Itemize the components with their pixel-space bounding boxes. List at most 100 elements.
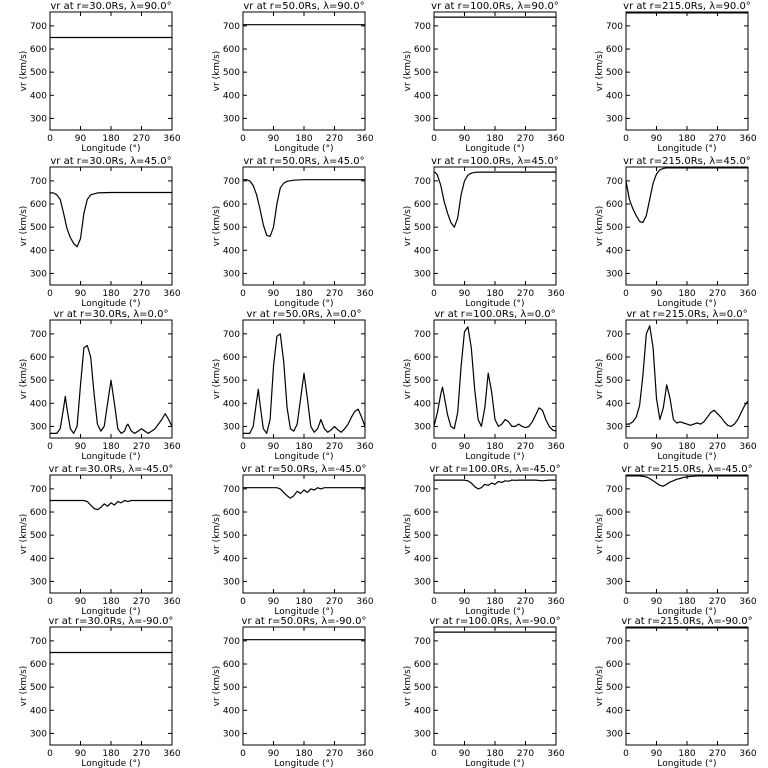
y-axis-label: vr (km/s)	[595, 359, 605, 400]
x-tick-label: 360	[356, 134, 373, 144]
y-tick-label: 500	[414, 531, 431, 541]
x-tick-label: 180	[678, 749, 695, 759]
y-tick-label: 700	[223, 330, 240, 340]
plot-frame	[625, 319, 749, 439]
y-tick-label: 300	[223, 114, 240, 124]
x-tick-label: 360	[739, 134, 756, 144]
x-tick-label: 90	[459, 442, 471, 452]
x-axis-label: Longitude (°)	[81, 299, 140, 309]
y-tick-label: 400	[223, 706, 240, 716]
y-axis-label: vr (km/s)	[19, 51, 29, 92]
y-tick-label: 300	[414, 422, 431, 432]
chart-title: vr at r=30.0Rs, λ=-45.0°	[49, 464, 174, 475]
x-tick-label: 180	[486, 749, 503, 759]
x-tick-label: 270	[326, 442, 343, 452]
x-axis-label: Longitude (°)	[81, 452, 140, 462]
x-tick-label: 180	[295, 134, 312, 144]
y-tick-label: 700	[30, 330, 47, 340]
y-tick-label: 400	[30, 399, 47, 409]
x-axis-label: Longitude (°)	[465, 759, 524, 768]
y-tick-label: 700	[30, 485, 47, 495]
series-line	[50, 499, 172, 511]
chart-panel: vr at r=50.0Rs, λ=0.0° 0 90 180 270 360 300 400…	[212, 309, 374, 462]
x-tick-label: 180	[486, 134, 503, 144]
plot-frame	[49, 626, 173, 746]
x-tick-label: 360	[163, 289, 180, 299]
x-tick-label: 0	[240, 597, 246, 607]
y-tick-label: 500	[30, 68, 47, 78]
y-tick-label: 400	[223, 554, 240, 564]
x-tick-label: 180	[102, 442, 119, 452]
y-tick-label: 500	[30, 531, 47, 541]
x-tick-label: 0	[47, 289, 53, 299]
chart-title: vr at r=30.0Rs, λ=0.0°	[54, 309, 169, 320]
y-tick-label: 400	[30, 554, 47, 564]
chart-panel: vr at r=30.0Rs, λ=-45.0° 0 90 180 270 360 300 4…	[19, 464, 181, 617]
x-tick-label: 180	[678, 597, 695, 607]
x-tick-label: 270	[709, 597, 726, 607]
x-tick-label: 270	[517, 597, 534, 607]
y-axis-label: vr (km/s)	[19, 206, 29, 247]
y-tick-label: 400	[606, 91, 623, 101]
x-tick-label: 360	[739, 597, 756, 607]
x-axis-label: Longitude (°)	[657, 452, 716, 462]
x-axis-label: Longitude (°)	[81, 607, 140, 617]
y-tick-label: 700	[414, 485, 431, 495]
x-tick-label: 180	[486, 289, 503, 299]
x-tick-label: 90	[651, 134, 663, 144]
plot-frame	[49, 474, 173, 594]
chart-title: vr at r=30.0Rs, λ=-90.0°	[49, 616, 174, 627]
y-tick-label: 700	[414, 177, 431, 187]
y-tick-label: 700	[30, 22, 47, 32]
x-axis-label: Longitude (°)	[657, 607, 716, 617]
plot-frame	[433, 474, 557, 594]
x-tick-label: 90	[459, 749, 471, 759]
y-tick-label: 300	[606, 729, 623, 739]
x-tick-label: 360	[547, 749, 564, 759]
plot-frame	[625, 474, 749, 594]
chart-title: vr at r=50.0Rs, λ=45.0°	[243, 156, 364, 167]
y-tick-label: 300	[223, 729, 240, 739]
x-tick-label: 90	[75, 597, 87, 607]
x-tick-label: 360	[356, 749, 373, 759]
x-tick-label: 270	[709, 749, 726, 759]
x-tick-label: 180	[102, 597, 119, 607]
y-tick-label: 700	[223, 637, 240, 647]
chart-panel: vr at r=50.0Rs, λ=90.0° 0 90 180 270 360 300 40…	[212, 1, 374, 154]
chart-panel: vr at r=30.0Rs, λ=0.0° 0 90 180 270 360 300 400…	[19, 309, 181, 462]
y-axis-label: vr (km/s)	[212, 359, 222, 400]
x-tick-label: 90	[75, 134, 87, 144]
x-tick-label: 360	[356, 289, 373, 299]
x-axis-label: Longitude (°)	[81, 759, 140, 768]
chart-title: vr at r=215.0Rs, λ=-90.0°	[621, 616, 752, 627]
y-tick-label: 400	[223, 399, 240, 409]
y-tick-label: 400	[30, 706, 47, 716]
y-tick-label: 500	[223, 683, 240, 693]
chart-panel: vr at r=215.0Rs, λ=-90.0° 0 90 180 270 360 300…	[595, 616, 757, 768]
chart-panel: vr at r=30.0Rs, λ=90.0° 0 90 180 270 360 300 40…	[19, 1, 181, 154]
y-tick-label: 400	[606, 554, 623, 564]
x-axis-label: Longitude (°)	[274, 144, 333, 154]
chart-title: vr at r=50.0Rs, λ=90.0°	[243, 1, 364, 12]
x-tick-label: 270	[326, 597, 343, 607]
chart-panel: vr at r=215.0Rs, λ=0.0° 0 90 180 270 360 300 40…	[595, 309, 757, 462]
y-tick-label: 500	[30, 376, 47, 386]
y-tick-label: 600	[414, 660, 431, 670]
y-tick-label: 600	[223, 200, 240, 210]
y-tick-label: 300	[223, 422, 240, 432]
y-tick-label: 300	[606, 577, 623, 587]
y-tick-label: 300	[30, 269, 47, 279]
x-tick-label: 180	[486, 442, 503, 452]
y-axis-label: vr (km/s)	[595, 666, 605, 707]
chart-title: vr at r=215.0Rs, λ=-45.0°	[621, 464, 752, 475]
x-tick-label: 0	[47, 442, 53, 452]
y-tick-label: 600	[30, 353, 47, 363]
y-tick-label: 600	[414, 353, 431, 363]
x-tick-label: 0	[47, 134, 53, 144]
plot-frame	[433, 11, 557, 131]
y-tick-label: 600	[606, 45, 623, 55]
chart-title: vr at r=50.0Rs, λ=-90.0°	[242, 616, 367, 627]
x-tick-label: 360	[163, 597, 180, 607]
y-tick-label: 300	[30, 114, 47, 124]
y-tick-label: 400	[30, 91, 47, 101]
